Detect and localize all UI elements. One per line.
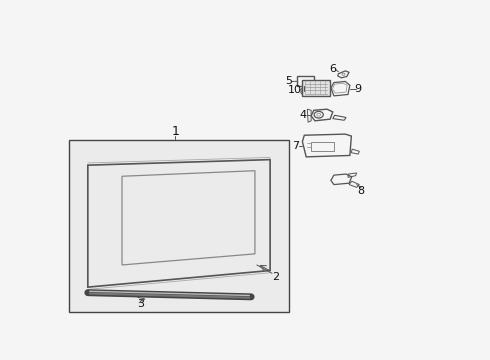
Text: 1: 1 [171, 125, 179, 138]
Bar [297, 76, 314, 86]
Text: 10: 10 [288, 85, 302, 95]
Bar [302, 80, 330, 96]
Text: 3: 3 [138, 299, 145, 309]
Text: 4: 4 [299, 110, 307, 120]
Text: 5: 5 [286, 76, 293, 86]
Text: 2: 2 [272, 273, 279, 283]
Text: 7: 7 [293, 141, 299, 151]
Text: 6: 6 [329, 64, 336, 74]
Bar [311, 143, 334, 151]
Text: 8: 8 [358, 186, 365, 196]
Text: 9: 9 [355, 84, 362, 94]
Bar [69, 140, 289, 312]
